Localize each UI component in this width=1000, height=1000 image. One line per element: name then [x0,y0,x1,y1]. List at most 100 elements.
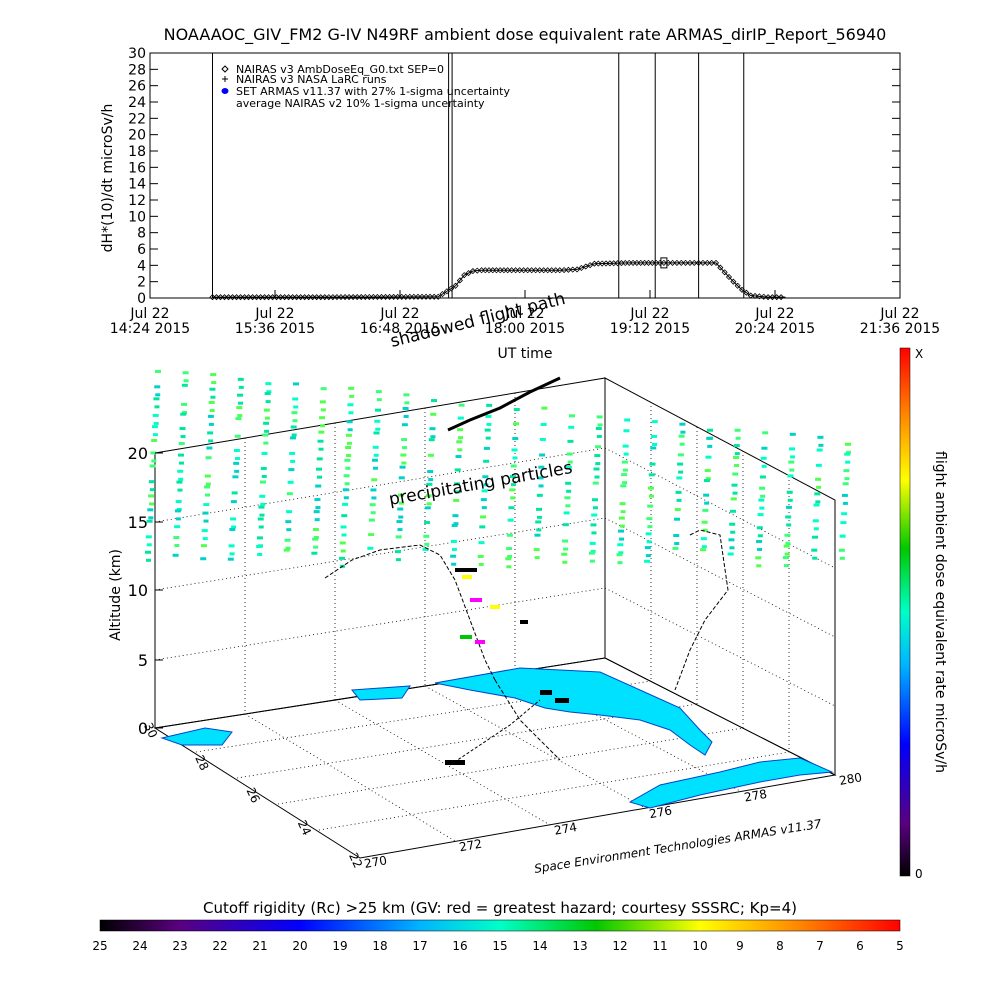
particle-mark [203,503,210,507]
particle-mark [757,534,763,538]
particle-mark [483,483,489,487]
particle-mark [263,408,270,412]
particle-mark [371,496,377,500]
particle-mark [534,533,541,537]
particle-mark [346,454,352,458]
legend-item-4: average NAIRAS v2 10% 1-sigma uncertaint… [236,97,485,110]
longitude-tick-label: 270 [363,853,388,871]
particle-mark [565,465,572,469]
top-y-tick-label: 10 [128,209,146,225]
particle-mark [149,488,155,492]
particle-mark [815,463,822,467]
particle-mark [533,548,540,552]
rigidity-tick-label: 20 [292,939,307,953]
dose-point [394,293,401,300]
top-y-tick-label: 26 [128,79,146,95]
particle-mark [839,556,845,560]
particle-mark [208,422,214,426]
dose-point [233,294,240,301]
particle-mark [672,546,679,550]
dose-point [778,294,785,301]
dose-point [297,294,304,301]
particle-mark [815,477,822,481]
particle-mark [756,539,763,543]
particle-mark [512,456,518,460]
particle-mark [788,460,795,464]
particle-mark [289,436,296,440]
particle-mark [402,406,409,410]
particle-mark [674,508,681,512]
dose-point [743,289,750,296]
particle-mark [146,519,153,523]
rigidity-tick-label: 21 [252,939,267,953]
particle-mark [679,422,686,426]
particle-mark [431,399,437,403]
particle-mark [623,452,629,456]
particle-mark [286,492,293,496]
particle-mark [403,414,409,418]
particle-mark [401,438,408,442]
particle-mark [784,552,790,556]
particle-mark [348,411,354,415]
particle-mark [565,481,572,485]
dose-point [378,293,385,301]
particle-mark [342,488,349,492]
latitude-tick-label: 24 [295,818,314,838]
precipitating-particles-annotation: precipitating particles [387,458,574,510]
top-x-tick-label-time: 20:24 2015 [735,321,815,337]
particle-mark [151,425,158,429]
particle-mark [814,492,821,496]
dose-point [329,294,336,301]
particle-mark [785,505,792,509]
particle-mark [790,455,796,459]
particle-mark [789,432,796,436]
cutoff-rigidity-colorbar: Cutoff rigidity (Rc) >25 km (GV: red = g… [92,899,903,953]
top-x-tick-label-date: Jul 22 [754,306,794,322]
legend-label-1: NAIRAS v3 AmbDoseEq_G0.txt SEP=0 [236,63,444,76]
particle-mark [569,414,575,418]
particle-mark [588,551,595,555]
particle-mark [566,452,573,456]
dose-point [704,259,711,266]
particle-mark [147,508,154,512]
particle-mark [398,515,404,519]
particle-mark [540,423,547,427]
particle-mark [154,385,161,389]
particle-mark [513,408,520,412]
particle-mark [207,414,214,418]
dose-point [362,293,369,301]
dose-point [237,294,244,301]
particle-mark [319,400,326,404]
altitude-tick-label: 20 [128,444,148,463]
particle-mark [453,522,459,526]
legend-item-1: NAIRAS v3 AmbDoseEq_G0.txt SEP=0 [221,63,444,76]
particle-mark [182,410,188,414]
particle-mark [202,537,208,541]
dose-point [285,294,292,301]
particle-mark [535,520,542,524]
dose-point [418,293,426,300]
particle-mark [316,457,323,461]
particle-mark [395,558,401,562]
particle-mark [536,493,543,497]
particle-mark [320,424,326,428]
dose-point [265,294,272,301]
particle-mark [622,481,628,485]
particle-mark [339,541,346,545]
particle-mark [376,398,382,402]
dose-point [346,294,353,301]
particle-mark [371,478,378,482]
particle-mark [482,475,489,479]
particle-mark [151,438,158,442]
particle-mark [789,447,796,451]
dose-point [725,273,733,281]
particle-mark [427,470,434,474]
particle-mark [401,423,408,427]
particle-mark [427,453,434,457]
particle-mark [843,469,850,473]
top-y-tick-label: 22 [128,111,146,127]
cuba-landmass [628,757,834,809]
dose-point [293,294,300,301]
particle-mark [701,520,708,524]
